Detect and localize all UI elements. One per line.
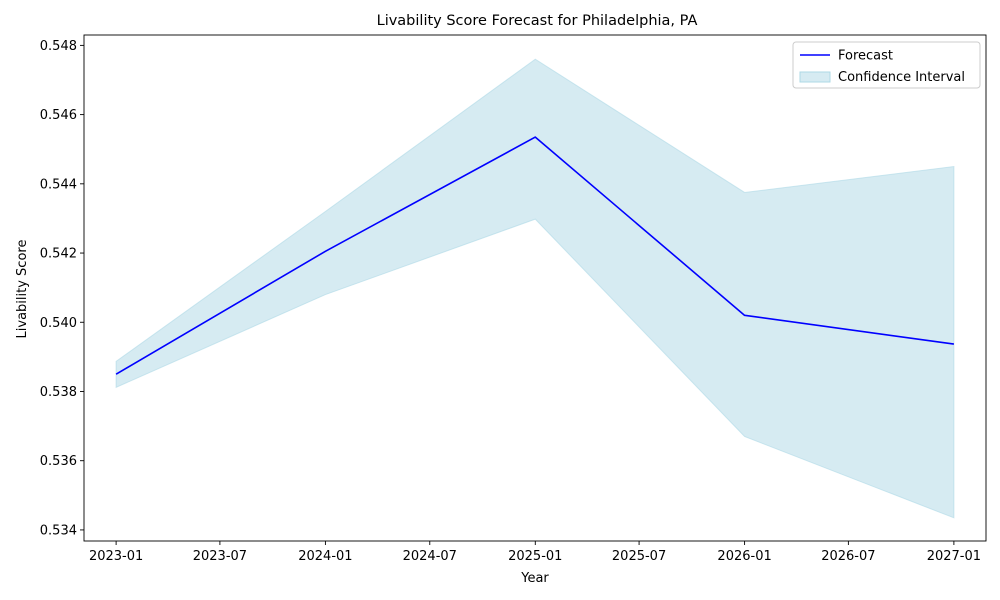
x-tick-label: 2026-07 xyxy=(821,549,875,564)
plot-area xyxy=(115,58,955,519)
x-tick-label: 2027-01 xyxy=(927,549,981,564)
y-tick-label: 0.538 xyxy=(40,385,77,400)
legend: Forecast Confidence Interval xyxy=(792,41,981,89)
y-tick-label: 0.534 xyxy=(40,523,77,538)
forecast-line xyxy=(115,136,954,375)
y-tick-label: 0.544 xyxy=(40,177,77,192)
legend-frame xyxy=(792,41,981,89)
x-tick-label: 2024-01 xyxy=(298,549,352,564)
x-tick-label: 2025-01 xyxy=(508,549,562,564)
x-tick-label: 2023-07 xyxy=(193,549,247,564)
y-tick-label: 0.542 xyxy=(40,247,77,262)
legend-confidence-swatch xyxy=(799,71,831,83)
x-tick-label: 2026-01 xyxy=(717,549,771,564)
x-tick-label: 2023-01 xyxy=(89,549,143,564)
y-axis-label: Livability Score xyxy=(15,240,30,339)
y-tick-label: 0.546 xyxy=(40,108,77,123)
legend-forecast-label: Forecast xyxy=(838,49,893,64)
chart-title: Livability Score Forecast for Philadelph… xyxy=(377,13,698,29)
y-tick-label: 0.536 xyxy=(40,454,77,469)
y-tick-label: 0.540 xyxy=(40,316,77,331)
axes: 2023-01 2023-07 2024-01 2024-07 2025-01 2025-… xyxy=(40,34,987,564)
confidence-band xyxy=(115,58,955,519)
x-tick-label: 2025-07 xyxy=(612,549,666,564)
y-tick-label: 0.548 xyxy=(40,39,77,54)
x-tick-label: 2024-07 xyxy=(403,549,457,564)
x-axis-label: Year xyxy=(520,571,549,586)
legend-confidence-label: Confidence Interval xyxy=(838,70,965,85)
